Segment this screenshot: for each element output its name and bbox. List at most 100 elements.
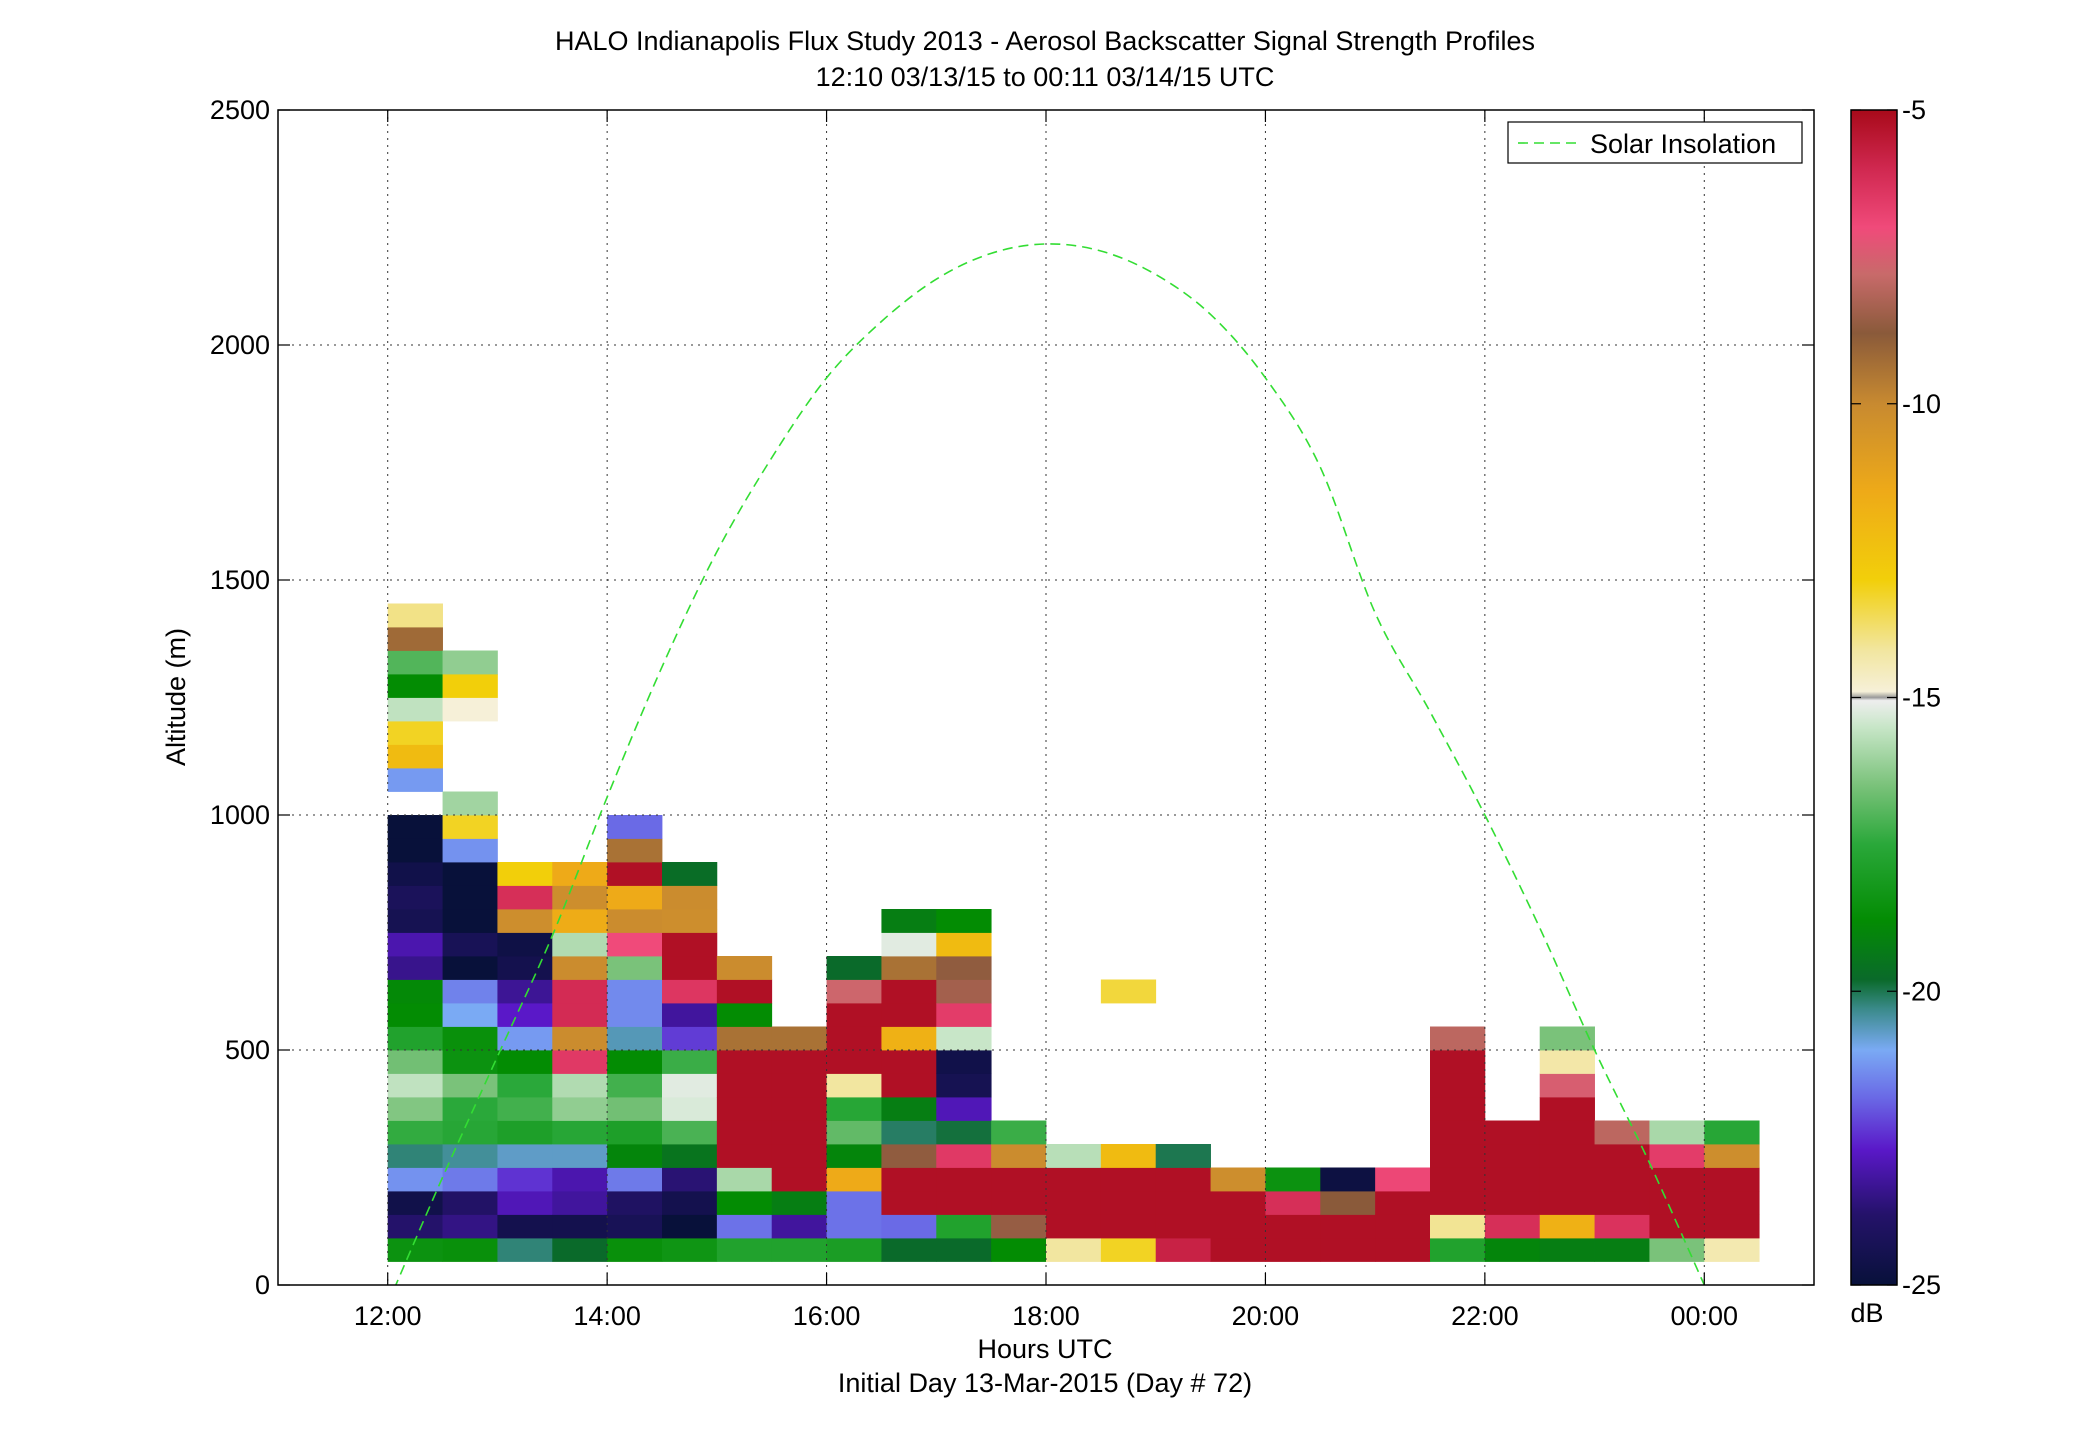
y-tick-label: 500 [225,1035,270,1065]
heatmap-cell [497,1097,553,1121]
heatmap-cell [497,1191,553,1215]
heatmap-cell [607,1120,663,1145]
heatmap-cell [881,1191,937,1215]
heatmap-cell [881,1003,937,1027]
heatmap-cell [1539,1144,1595,1168]
heatmap-cell [1265,1238,1321,1262]
y-tick-label: 1000 [210,800,270,830]
heatmap-cell [497,1144,553,1168]
heatmap-cell [387,1050,443,1074]
heatmap-cell [1046,1238,1102,1262]
heatmap-cell [936,1026,992,1051]
heatmap-cell [662,956,718,980]
heatmap-cell [1210,1167,1266,1192]
heatmap-cell [442,956,498,980]
heatmap-cell [442,650,498,675]
x-tick-label: 12:00 [354,1301,422,1331]
heatmap-cell [442,1003,498,1027]
heatmap-cell [442,791,498,816]
heatmap-cell [497,1026,553,1051]
heatmap-cell [1430,1167,1486,1192]
y-tick-label: 2500 [210,95,270,125]
heatmap-cell [662,979,718,1004]
heatmap-cell [1046,1167,1102,1192]
heatmap-cell [1100,1214,1157,1239]
colorbar-tick-label: -10 [1902,389,1941,419]
heatmap-cell [552,1097,608,1121]
heatmap-cell [1649,1167,1705,1192]
heatmap-cell [387,838,443,863]
heatmap-cell [662,932,718,957]
heatmap-cell [442,979,498,1004]
heatmap-cell [552,1167,608,1192]
heatmap-cell [1100,1167,1157,1192]
heatmap-cell [662,885,718,910]
heatmap-cell [936,1144,992,1168]
heatmap-cell [607,1191,663,1215]
heatmap-cell [936,909,992,933]
heatmap-cell [936,1120,992,1145]
heatmap-cell [552,1238,608,1262]
heatmap-cell [771,1214,827,1239]
heatmap-cell [716,1214,773,1239]
heatmap-cell [1320,1167,1376,1192]
heatmap-cell [1704,1191,1760,1215]
heatmap-cell [1100,979,1157,1004]
heatmap-cell [826,1050,882,1074]
heatmap-cell [387,1144,443,1168]
heatmap-cell [387,627,443,651]
heatmap-cell [662,909,718,933]
heatmap-cell [552,885,608,910]
heatmap-cell [607,838,663,863]
heatmap-cell [1484,1167,1541,1192]
heatmap-cell [1320,1238,1376,1262]
heatmap-cell [387,768,443,792]
heatmap-cell [936,1191,992,1215]
heatmap-cell [552,1144,608,1168]
heatmap-cell [1210,1191,1266,1215]
heatmap-cell [442,697,498,722]
heatmap-cell [387,1238,443,1262]
heatmap-cell [771,1167,827,1192]
x-tick-label: 00:00 [1670,1301,1738,1331]
heatmap-cell [1704,1214,1760,1239]
heatmap-cell [1155,1214,1211,1239]
heatmap-cell [826,1144,882,1168]
y-axis-ticks: 0 500 1000 1500 2000 2500 [210,95,1814,1300]
heatmap-cell [662,1191,718,1215]
heatmap-cell [1430,1144,1486,1168]
heatmap-cell [387,1120,443,1145]
heatmap-cell [552,909,608,933]
heatmap-cell [771,1144,827,1168]
heatmap-cell [442,838,498,863]
heatmap-cell [442,815,498,839]
heatmap-cell [552,1003,608,1027]
heatmap-cell [716,979,773,1004]
heatmap-cell [662,1073,718,1098]
heatmap-cell [716,1191,773,1215]
heatmap-cell [442,862,498,886]
heatmap-cell [387,932,443,957]
heatmap-cell [936,1073,992,1098]
heatmap-cell [1100,1238,1157,1262]
heatmap-cell [1375,1214,1431,1239]
heatmap-cell [662,1097,718,1121]
heatmap-cell [1594,1120,1650,1145]
heatmap-cell [1594,1214,1650,1239]
heatmap-cell [387,650,443,675]
heatmap-cell [1430,1238,1486,1262]
heatmap-cell [607,1026,663,1051]
heatmap-cell [497,1003,553,1027]
x-tick-label: 20:00 [1232,1301,1300,1331]
heatmap-cell [716,1097,773,1121]
heatmap-cell [1484,1238,1541,1262]
heatmap-cell [1320,1191,1376,1215]
heatmap-cell [1649,1191,1705,1215]
heatmap-cell [1539,1214,1595,1239]
heatmap-cell [1155,1191,1211,1215]
heatmap-cell [387,885,443,910]
legend-label: Solar Insolation [1590,129,1776,159]
heatmap-cell [607,862,663,886]
heatmap-cell [1484,1120,1541,1145]
